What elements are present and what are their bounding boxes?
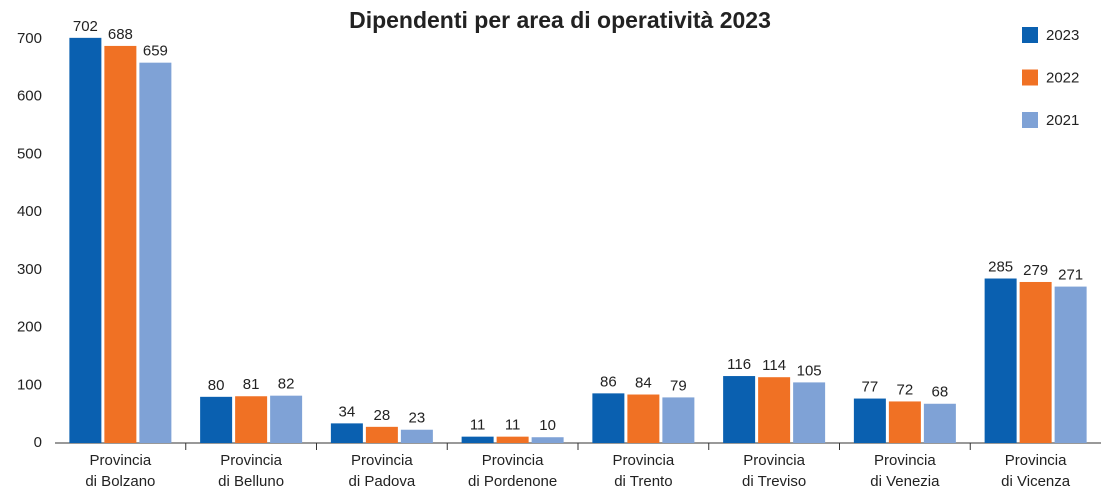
value-label: 80 [208,377,225,394]
y-tick-label: 500 [17,145,42,162]
value-label: 23 [409,410,426,427]
value-label: 72 [897,381,914,398]
bar [139,62,172,444]
value-label: 77 [862,379,879,396]
value-label: 79 [670,377,687,394]
x-tick-label: di Pordenone [468,473,557,490]
value-label: 82 [278,376,295,393]
bar [888,401,921,443]
bar [793,382,826,443]
legend-swatch [1022,112,1038,128]
x-tick-label: di Trento [614,473,672,490]
y-tick-label: 600 [17,88,42,105]
x-tick-label: Provincia [482,452,544,469]
value-label: 114 [762,357,786,374]
value-label: 271 [1058,267,1083,284]
legend-label: 2023 [1046,27,1079,44]
bar [365,426,398,443]
value-label: 68 [932,384,949,401]
x-tick-label: di Vicenza [1001,473,1071,490]
x-tick-label: Provincia [1005,452,1067,469]
y-tick-label: 0 [34,434,42,451]
x-tick-label: Provincia [90,452,152,469]
y-tick-label: 100 [17,376,42,393]
bar [461,436,494,443]
y-tick-label: 400 [17,203,42,220]
bar [592,393,625,443]
y-tick-label: 700 [17,30,42,47]
bar [69,37,102,444]
x-tick-label: di Bolzano [85,473,155,490]
bar [758,377,791,443]
value-label: 702 [73,18,98,35]
value-label: 34 [339,403,356,420]
x-tick-label: di Treviso [742,473,806,490]
value-label: 11 [505,417,521,434]
legend-swatch [1022,69,1038,86]
legend-label: 2022 [1046,69,1079,86]
y-tick-label: 200 [17,319,42,336]
x-tick-label: Provincia [220,452,282,469]
x-tick-label: Provincia [743,452,805,469]
value-label: 84 [635,374,652,391]
x-tick-label: Provincia [874,452,936,469]
value-label: 105 [797,362,822,379]
bar [627,394,660,443]
bar [104,45,137,443]
value-label: 81 [243,376,260,393]
bar [662,397,695,443]
bar [923,403,956,443]
bar [531,437,564,443]
bar [1054,286,1087,443]
x-tick-label: di Venezia [870,473,940,490]
bar [496,436,529,443]
legend-swatch [1022,27,1038,43]
bar [270,395,303,443]
bar [235,396,268,443]
x-tick-label: di Padova [349,473,416,490]
value-label: 10 [539,417,556,434]
bar [330,423,363,443]
bar [723,376,756,443]
value-label: 116 [727,356,751,373]
value-label: 279 [1023,262,1048,279]
legend-label: 2021 [1046,112,1079,129]
value-label: 11 [470,417,486,434]
x-tick-label: Provincia [351,452,413,469]
x-tick-label: Provincia [613,452,675,469]
value-label: 688 [108,26,133,43]
bar [400,429,433,443]
value-label: 28 [374,407,391,424]
bar [853,398,886,443]
y-tick-label: 300 [17,261,42,278]
bar [200,396,233,443]
value-label: 86 [600,373,617,390]
chart-title: Dipendenti per area di operatività 2023 [349,7,771,33]
value-label: 659 [143,43,168,60]
bar [984,278,1017,443]
x-tick-label: di Belluno [218,473,284,490]
value-label: 285 [988,258,1013,275]
bar [1019,281,1052,443]
